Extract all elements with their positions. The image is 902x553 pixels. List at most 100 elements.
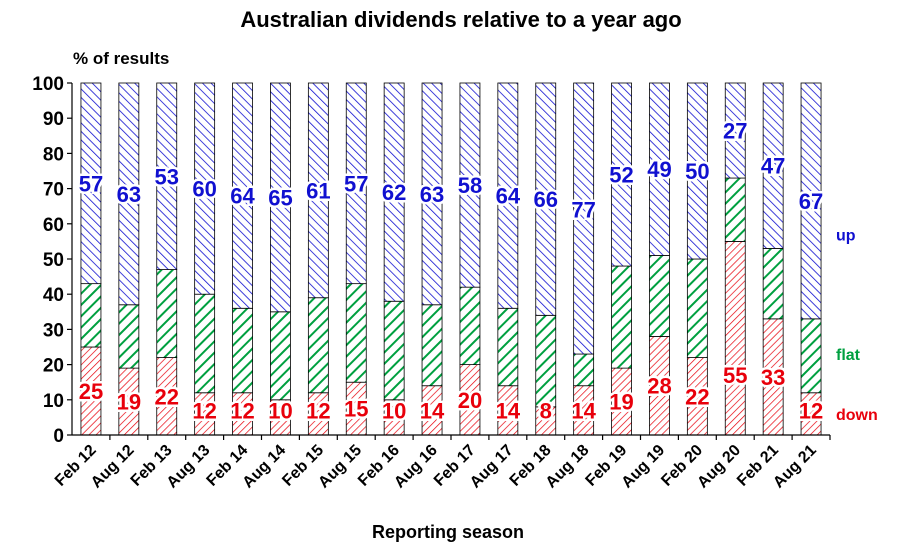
- data-label-up: 50: [685, 159, 709, 184]
- bar-segment-up: [535, 82, 557, 316]
- x-tick-label: Aug 15: [315, 442, 365, 492]
- bar-segment-flat: [383, 300, 405, 401]
- x-tick-label: Aug 17: [467, 442, 517, 492]
- bar-segment-flat: [762, 248, 784, 320]
- y-tick-label: 50: [43, 250, 64, 271]
- data-label-down: 12: [192, 398, 216, 423]
- bar-segment-up: [80, 82, 102, 285]
- bar-segment-flat: [307, 297, 329, 394]
- data-label-down: 22: [155, 384, 179, 409]
- bar-segment-flat: [345, 283, 367, 383]
- data-label-up: 63: [420, 182, 444, 207]
- x-axis-label: Reporting season: [372, 522, 524, 542]
- data-label-up: 57: [344, 171, 368, 196]
- data-label-down: 8: [540, 398, 552, 423]
- bar-segment-flat: [649, 255, 670, 337]
- bar-segment-flat: [156, 269, 178, 358]
- bar-segment-up: [762, 82, 784, 249]
- bar-segment-flat: [497, 307, 519, 387]
- data-label-up: 62: [382, 180, 406, 205]
- data-label-up: 64: [496, 184, 521, 209]
- data-label-down: 12: [230, 398, 254, 423]
- bar-segment-flat: [194, 293, 216, 394]
- bar-segment-flat: [611, 265, 632, 369]
- data-label-up: 63: [117, 182, 141, 207]
- bar-segment-up: [459, 82, 481, 288]
- bar-segment-up: [649, 82, 670, 256]
- bar-segment-flat: [421, 304, 443, 387]
- data-labels: 25 57 19 63 22 53 12 60 12 64 10 65 12 61 15 57 10 62 14 63…: [76, 116, 826, 426]
- bar-segment-flat: [800, 318, 822, 394]
- x-tick-label: Aug 16: [391, 442, 441, 492]
- bar-segment-flat: [459, 286, 481, 366]
- chart-title: Australian dividends relative to a year …: [240, 7, 681, 32]
- y-tick-label: 70: [43, 180, 64, 201]
- bar-segment-flat: [80, 283, 102, 348]
- bar-segment-flat: [724, 177, 746, 242]
- y-tick-label: 0: [53, 426, 64, 447]
- data-label-down: 20: [458, 388, 482, 413]
- bar-segment-up: [345, 82, 367, 285]
- bar-segment-up: [118, 82, 140, 306]
- data-label-up: 53: [155, 164, 179, 189]
- data-label-up: 61: [306, 178, 330, 203]
- data-label-down: 14: [496, 398, 521, 423]
- bar-segment-up: [573, 82, 595, 355]
- bar-segment-up: [611, 82, 632, 267]
- bar-segment-up: [686, 82, 708, 260]
- bar-segment-down: [724, 240, 746, 436]
- data-label-down: 14: [571, 398, 596, 423]
- data-label-up: 52: [609, 163, 633, 188]
- data-label-up: 77: [571, 198, 595, 223]
- data-label-up: 49: [647, 157, 671, 182]
- y-tick-label: 60: [43, 215, 64, 236]
- x-tick-label: Aug 12: [88, 442, 138, 492]
- data-label-down: 55: [723, 363, 747, 388]
- bar-segment-up: [724, 82, 746, 179]
- y-tick-label: 20: [43, 356, 64, 377]
- x-tick-label: Aug 13: [164, 442, 214, 492]
- y-tick-label: 90: [43, 109, 64, 130]
- data-label-up: 67: [799, 189, 823, 214]
- data-label-down: 25: [79, 379, 103, 404]
- bar-segment-flat: [686, 258, 708, 358]
- x-tick-label: Aug 19: [619, 442, 669, 492]
- data-label-down: 15: [344, 397, 368, 422]
- data-label-up: 66: [534, 187, 558, 212]
- legend-label-down: down: [836, 407, 878, 424]
- bar-segment-up: [270, 82, 291, 313]
- bars: [80, 82, 822, 436]
- data-label-up: 64: [230, 184, 255, 209]
- bar-segment-flat: [270, 311, 291, 401]
- bar-segment-flat: [535, 314, 557, 408]
- legend-label-flat: flat: [836, 347, 861, 364]
- legend-label-up: up: [836, 227, 856, 244]
- bar-segment-up: [421, 82, 443, 306]
- x-tick-label: Aug 14: [240, 442, 290, 492]
- data-label-down: 33: [761, 365, 785, 390]
- data-label-down: 19: [117, 390, 141, 415]
- data-label-down: 28: [647, 374, 671, 399]
- x-tick-label: Aug 20: [694, 442, 744, 492]
- bar-segment-flat: [573, 353, 595, 387]
- y-tick-label: 10: [43, 391, 64, 412]
- data-label-down: 12: [799, 398, 823, 423]
- y-axis-ticks: 0 10 20 30 40 50 60 70 80 90 100: [32, 74, 72, 447]
- y-axis-label: % of results: [73, 49, 169, 68]
- bar-segment-flat: [232, 307, 253, 394]
- data-label-down: 10: [268, 398, 292, 423]
- data-label-down: 10: [382, 398, 406, 423]
- data-label-down: 12: [306, 398, 330, 423]
- legend: down flat up: [836, 227, 878, 424]
- data-label-up: 58: [458, 173, 482, 198]
- data-label-down: 14: [420, 398, 445, 423]
- bar-segment-up: [194, 82, 216, 295]
- y-tick-label: 80: [43, 144, 64, 165]
- data-label-up: 60: [192, 177, 216, 202]
- y-tick-label: 100: [32, 74, 64, 95]
- y-tick-label: 30: [43, 320, 64, 341]
- bar-segment-up: [383, 82, 405, 302]
- bar-segment-up: [497, 82, 519, 309]
